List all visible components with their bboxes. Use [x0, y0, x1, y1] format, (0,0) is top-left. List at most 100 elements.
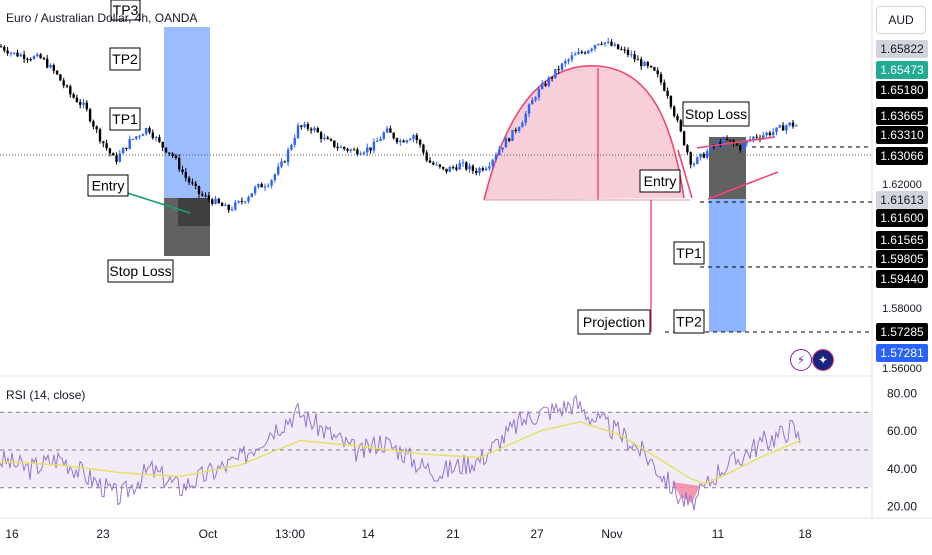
rsi-axis-tick: 60.00: [887, 424, 917, 438]
annotation-tp1: TP1: [673, 241, 705, 265]
annotation-tp1: TP1: [109, 107, 141, 131]
annotation-box: [682, 101, 750, 127]
candle-body: [560, 63, 564, 70]
annotation-box: [109, 107, 141, 131]
candle-body: [438, 164, 442, 167]
chart-title: Euro / Australian Dollar, 4h, OANDA: [6, 11, 198, 25]
candle-body: [739, 145, 742, 151]
time-axis-tick: 27: [530, 527, 544, 541]
candle-body: [145, 127, 148, 135]
candle-body: [633, 54, 636, 60]
candle-body: [468, 165, 471, 170]
candle-body: [6, 50, 9, 54]
price-label: 1.57285: [876, 323, 928, 341]
candle-body: [541, 83, 544, 89]
candle-body: [211, 199, 214, 204]
price-axis-tick: 1.56000: [882, 363, 922, 375]
candle-body: [247, 197, 250, 202]
price-label-bg: [876, 126, 928, 144]
candle-body: [49, 65, 52, 68]
trendline-left: [117, 189, 191, 214]
candle-body: [154, 137, 158, 139]
candle-body: [781, 125, 785, 131]
candle-body: [593, 45, 597, 49]
price-label-text: 1.57285: [880, 325, 924, 339]
candle-body: [19, 54, 22, 57]
candle-body: [630, 54, 633, 56]
time-axis-tick: 18: [798, 527, 812, 541]
candle-body: [742, 143, 745, 151]
candle-body: [191, 182, 194, 184]
candles-layer: [0, 37, 798, 213]
rsi-moving-average: [0, 420, 801, 485]
candle-body: [537, 88, 541, 98]
candle-body: [709, 145, 712, 152]
candle-body: [395, 138, 399, 143]
candle-body: [316, 128, 319, 133]
candle-body: [402, 140, 405, 143]
candle-body: [791, 122, 795, 127]
candle-body: [508, 138, 511, 141]
lightning-icon[interactable]: ⚡: [790, 349, 812, 371]
candle-body: [263, 186, 267, 188]
candle-body: [607, 41, 610, 43]
annotation-box: [673, 241, 705, 265]
annotation-text: TP2: [676, 314, 702, 330]
candle-body: [399, 140, 402, 143]
candle-body: [319, 132, 323, 139]
currency-selector[interactable]: AUD: [876, 6, 926, 34]
candle-body: [36, 54, 39, 57]
price-label-bg: [876, 107, 928, 125]
time-axis-tick: 11: [712, 527, 725, 541]
candle-body: [65, 85, 69, 87]
candle-body: [550, 77, 554, 79]
candle-body: [343, 147, 346, 149]
candle-body: [115, 155, 118, 162]
candle-body: [706, 151, 709, 158]
candle-body: [69, 86, 72, 95]
axis-layer: 1.65822 1.65473 1.65180 1.63665 1.63310 1.630…: [5, 40, 928, 541]
candle-body: [613, 44, 616, 46]
price-label-text: 1.57281: [880, 346, 924, 360]
annotation-stop-loss: Stop Loss: [682, 101, 750, 127]
annotation-tp2: TP2: [673, 309, 705, 334]
candle-body: [514, 129, 517, 131]
annotation-text: Stop Loss: [685, 106, 747, 122]
candle-body: [283, 161, 286, 163]
candle-body: [432, 162, 435, 165]
annotation-box: [107, 259, 174, 283]
candle-body: [531, 100, 534, 105]
candle-body: [775, 127, 778, 132]
candle-body: [125, 147, 128, 149]
candle-body: [313, 128, 316, 131]
candle-body: [610, 41, 613, 46]
price-label-text: 1.61600: [880, 211, 924, 225]
candle-body: [303, 124, 306, 127]
candle-body: [356, 149, 359, 155]
price-label-text: 1.65180: [880, 83, 924, 97]
candle-body: [385, 128, 389, 133]
candle-body: [686, 145, 689, 153]
candle-body: [181, 169, 184, 173]
annotation-text: TP2: [112, 51, 138, 67]
candle-body: [554, 68, 557, 78]
candle-body: [158, 137, 161, 142]
candle-body: [277, 166, 280, 175]
candle-body: [300, 125, 303, 127]
candle-body: [682, 131, 686, 146]
candle-body: [108, 148, 112, 154]
candle-body: [39, 54, 42, 59]
candle-body: [475, 170, 478, 174]
rsi-indicator-label[interactable]: RSI (14, close): [6, 388, 86, 402]
candle-body: [676, 115, 679, 121]
candle-body: [13, 52, 16, 54]
candle-body: [689, 152, 692, 165]
candle-body: [597, 43, 600, 46]
candle-body: [699, 153, 702, 158]
flag-icon[interactable]: ✦: [812, 349, 834, 371]
candle-body: [729, 139, 732, 141]
candle-body: [201, 193, 204, 196]
candle-body: [418, 139, 422, 145]
